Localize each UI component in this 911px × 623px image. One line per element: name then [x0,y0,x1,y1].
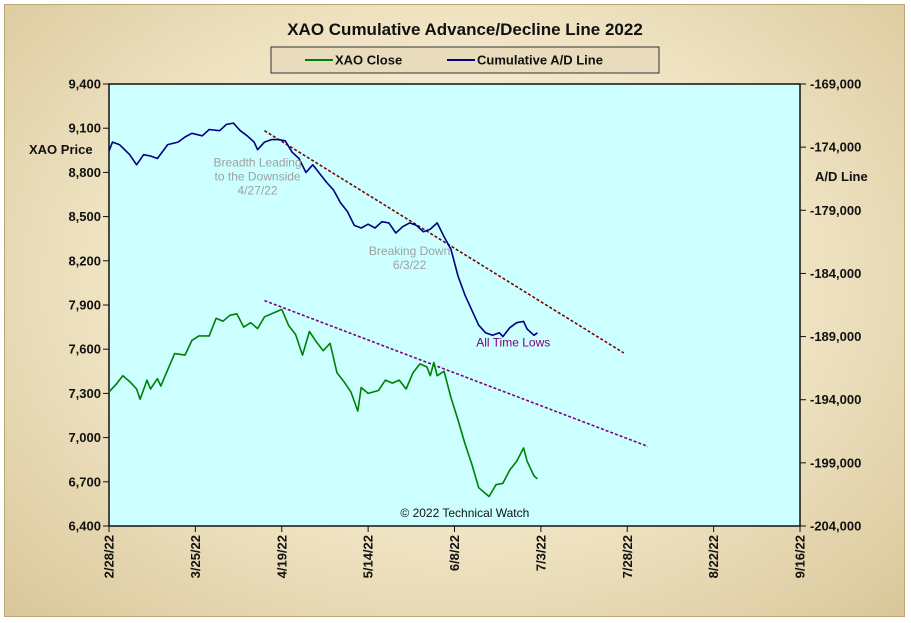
x-tick-label: 6/8/22 [447,535,462,571]
y-right-tick-label: -169,000 [810,77,861,92]
annotation-3: All Time Lows [476,335,550,349]
legend: XAO Close Cumulative A/D Line [270,46,660,74]
y-left-tick-label: 9,100 [68,121,101,136]
annotations: Breadth Leading to the Downside 4/27/22 Bre… [214,156,551,521]
y-right-tick-label: -179,000 [810,203,861,218]
chart-frame: XAO Cumulative Advance/Decline Line 2022… [4,4,905,617]
series-lines [108,122,538,498]
y-right-tick-label: -204,000 [810,519,861,534]
y-left-tick-label: 8,500 [68,209,101,224]
y-left-tick-label: 8,800 [68,165,101,180]
trendline-2 [264,299,649,448]
x-tick-label: 2/28/22 [102,535,117,578]
x-tick-label: 8/22/22 [706,535,721,578]
annotation-1: Breadth Leading to the Downside 4/27/22 [214,156,302,198]
y-left-tick-label: 7,900 [68,298,101,313]
chart-svg: XAO Cumulative Advance/Decline Line 2022… [29,20,868,579]
y-left-tick-label: 8,200 [68,253,101,268]
y-left-tick-label: 6,700 [68,474,101,489]
chart-title: XAO Cumulative Advance/Decline Line 2022 [287,20,643,39]
tick-labels: 6,400 6,700 7,000 7,300 7,600 7,900 8,200 8,500… [68,77,861,579]
trendline-1 [264,130,625,354]
y-axis-right-title: A/D Line [815,169,868,184]
x-tick-label: 4/19/22 [274,535,289,578]
x-tick-label: 9/16/22 [793,535,808,578]
y-left-tick-label: 6,400 [68,519,101,534]
series-line-xao-close [108,308,538,498]
y-axis-left-title: XAO Price [29,142,93,157]
axis-ticks [103,83,806,532]
y-right-tick-label: -189,000 [810,329,861,344]
y-left-tick-label: 9,400 [68,77,101,92]
y-right-tick-label: -174,000 [810,140,861,155]
y-right-tick-label: -184,000 [810,266,861,281]
x-tick-label: 3/25/22 [188,535,203,578]
y-right-tick-label: -199,000 [810,455,861,470]
y-left-tick-label: 7,300 [68,386,101,401]
plot-area [108,83,801,527]
y-left-tick-label: 7,000 [68,430,101,445]
x-tick-label: 7/3/22 [533,535,548,571]
annotation-2: Breaking Down 6/3/22 [369,244,450,272]
y-right-tick-label: -194,000 [810,392,861,407]
x-tick-label: 5/14/22 [361,535,376,578]
y-left-tick-label: 7,600 [68,342,101,357]
legend-label-xao-close: XAO Close [335,53,402,68]
legend-label-ad-line: Cumulative A/D Line [477,53,603,68]
trendlines [264,130,649,448]
annotation-4: © 2022 Technical Watch [400,506,529,520]
series-line-ad-line [108,122,538,338]
x-tick-label: 7/28/22 [620,535,635,578]
